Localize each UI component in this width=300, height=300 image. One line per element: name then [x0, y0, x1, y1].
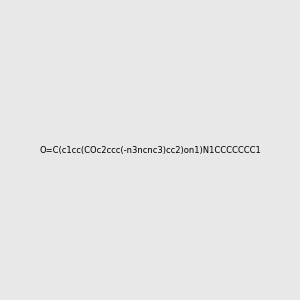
- Text: O=C(c1cc(COc2ccc(-n3ncnc3)cc2)on1)N1CCCCCCC1: O=C(c1cc(COc2ccc(-n3ncnc3)cc2)on1)N1CCCC…: [39, 146, 261, 154]
